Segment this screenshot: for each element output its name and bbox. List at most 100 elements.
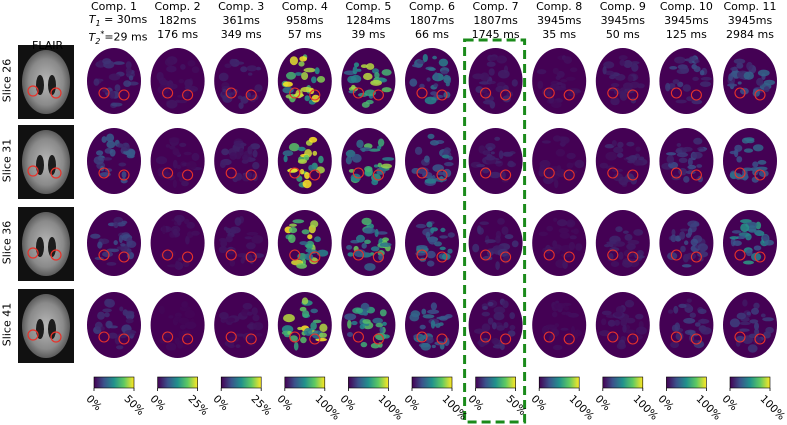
roi-circle [734,331,746,343]
colorbar-comp7 [475,376,516,389]
roi-circle [436,333,448,345]
roi-circle [543,167,555,179]
roi-circle [754,333,766,345]
roi-circle [352,167,364,179]
roi-circle [563,251,575,263]
roi-circle [627,169,639,181]
comp-header-title: Comp. 1 [90,0,138,13]
map-comp4-slice4 [277,292,332,358]
map-comp8-slice3 [532,210,587,276]
roi-circle [563,333,575,345]
comp-header-t2: 176 ms [157,28,199,41]
map-comp10-slice1 [659,48,714,114]
colorbar-comp1 [93,376,135,389]
roi-circle [607,167,619,179]
comp-header-t1: 3945ms [664,14,709,27]
map-comp4-slice1 [277,48,332,114]
map-comp6-slice2 [405,128,459,194]
colorbar-comp6 [411,376,453,389]
map-comp5-slice4 [341,292,396,358]
comp-header-t2: 2984 ms [726,28,774,41]
flair-image-slice-3 [18,207,74,281]
map-comp4-slice2 [277,128,332,194]
roi-circle [754,89,766,101]
roi-circle [372,89,384,101]
flair-column [18,45,74,363]
flair-image-slice-4 [18,289,74,363]
map-comp11-slice3 [723,210,777,276]
roi-circle [98,249,110,261]
map-comp7-slice3 [468,210,523,276]
comp-header-t1: 361ms [222,14,260,27]
map-comp5-slice1 [341,48,396,114]
roi-circle [50,331,62,343]
t1-value: = 30ms [100,13,148,26]
roi-circle [627,333,639,345]
flair-image-slice-1 [18,45,74,119]
roi-circle [27,85,39,97]
colorbar-comp10 [666,376,707,389]
roi-circle [289,87,301,99]
comp-header-t2: 39 ms [351,28,386,41]
highlight-box-comp7 [463,38,527,424]
roi-circle [118,169,130,181]
roi-circle [162,167,174,179]
roi-circle [436,169,448,181]
comp-header-title: Comp. 4 [281,0,328,13]
roi-circle [754,251,766,263]
flair-label: FLAIR [32,39,64,52]
comp-header-t1: 182ms [158,14,197,27]
map-comp1-slice4 [87,292,141,358]
roi-circle [372,251,384,263]
comp-header-t1: 3945ms [600,14,646,27]
t2-value: =29 ms [104,30,148,44]
roi-circle [245,169,257,181]
t2-annotation: T2*=29 ms [78,28,158,48]
roi-circle [98,167,110,179]
roi-circle [627,89,639,101]
map-comp10-slice3 [659,210,714,276]
roi-circle [372,333,384,345]
roi-circle [225,249,237,261]
roi-circle [289,331,301,343]
roi-circle [500,169,512,181]
roi-circle [670,249,682,261]
roi-circle [372,169,384,181]
roi-circle [480,167,492,179]
roi-circle [245,89,257,101]
roi-circle [607,331,619,343]
colorbar-comp8 [538,376,580,389]
roi-circle [543,249,555,261]
comp-header-t2: 57 ms [287,28,322,41]
roi-circle [734,87,746,99]
roi-circle [118,333,130,345]
roi-circle [734,167,746,179]
map-comp3-slice4 [214,292,269,358]
roi-circle [309,89,321,101]
roi-circle [118,251,130,263]
roi-circle [670,167,682,179]
map-comp8-slice2 [532,128,587,194]
map-comp4-slice3 [277,210,332,276]
map-comp11-slice1 [723,48,777,114]
roi-circle [225,87,237,99]
roi-circle [50,87,62,99]
comp-header-title: Comp. 9 [599,0,646,13]
comp-header-t2: 1745 ms [471,28,520,41]
roi-circle [416,167,428,179]
slice-label: Slice 41 [0,302,14,347]
roi-circle [416,87,428,99]
comp-header-title: Comp. 3 [218,0,265,13]
roi-circle [563,169,575,181]
roi-circle [607,249,619,261]
roi-circle [607,87,619,99]
map-comp7-slice4 [468,292,523,358]
map-comp10-slice2 [659,128,714,194]
roi-circle [162,249,174,261]
roi-circle [500,251,512,263]
comp-header-title: Comp. 2 [154,0,201,13]
slice-label: Slice 31 [0,138,14,183]
colorbar-comp5 [348,376,389,389]
roi-circle [309,333,321,345]
map-comp2-slice3 [150,210,205,276]
